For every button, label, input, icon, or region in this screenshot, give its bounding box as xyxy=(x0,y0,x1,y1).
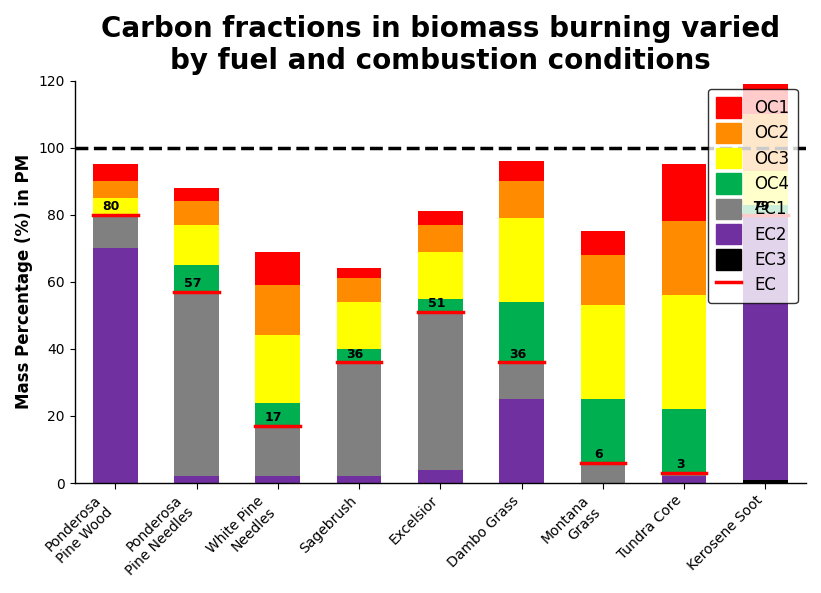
Bar xyxy=(93,198,138,215)
Bar xyxy=(174,265,219,292)
Text: 36: 36 xyxy=(509,347,526,361)
Bar xyxy=(255,251,300,285)
Y-axis label: Mass Percentage (%) in PM: Mass Percentage (%) in PM xyxy=(15,154,33,409)
Bar xyxy=(499,302,544,362)
Bar xyxy=(337,362,382,476)
Bar xyxy=(743,480,787,483)
Bar xyxy=(499,161,544,181)
Bar xyxy=(580,399,626,463)
Bar xyxy=(418,312,463,470)
Bar xyxy=(255,476,300,483)
Bar xyxy=(743,171,787,205)
Bar xyxy=(743,215,787,480)
Bar xyxy=(174,188,219,201)
Bar xyxy=(337,349,382,362)
Bar xyxy=(662,221,706,295)
Bar xyxy=(580,463,626,483)
Bar xyxy=(580,255,626,305)
Bar xyxy=(93,248,138,483)
Bar xyxy=(255,336,300,403)
Bar xyxy=(174,476,219,483)
Bar xyxy=(662,295,706,409)
Bar xyxy=(662,473,706,476)
Bar xyxy=(93,215,138,248)
Bar xyxy=(93,164,138,181)
Bar xyxy=(174,292,219,476)
Bar xyxy=(418,211,463,225)
Bar xyxy=(580,305,626,399)
Text: 3: 3 xyxy=(676,458,685,471)
Bar xyxy=(418,298,463,312)
Bar xyxy=(337,476,382,483)
Text: 36: 36 xyxy=(346,347,364,361)
Bar xyxy=(418,470,463,483)
Bar xyxy=(499,362,544,399)
Bar xyxy=(337,269,382,279)
Bar xyxy=(255,285,300,336)
Text: 57: 57 xyxy=(184,277,201,290)
Legend: OC1, OC2, OC3, OC4, EC1, EC2, EC3, EC: OC1, OC2, OC3, OC4, EC1, EC2, EC3, EC xyxy=(708,89,798,303)
Bar xyxy=(743,205,787,215)
Bar xyxy=(743,114,787,171)
Bar xyxy=(499,181,544,218)
Bar xyxy=(499,399,544,483)
Text: 6: 6 xyxy=(594,448,603,461)
Bar xyxy=(743,84,787,114)
Bar xyxy=(662,476,706,483)
Bar xyxy=(174,201,219,225)
Bar xyxy=(255,426,300,476)
Bar xyxy=(418,225,463,251)
Bar xyxy=(93,181,138,198)
Text: 80: 80 xyxy=(103,200,120,213)
Bar xyxy=(662,409,706,473)
Bar xyxy=(337,279,382,302)
Text: 79: 79 xyxy=(753,200,770,213)
Text: 17: 17 xyxy=(265,412,282,425)
Title: Carbon fractions in biomass burning varied
by fuel and combustion conditions: Carbon fractions in biomass burning vari… xyxy=(101,15,780,75)
Bar xyxy=(174,225,219,265)
Bar xyxy=(337,302,382,349)
Bar xyxy=(662,164,706,221)
Bar xyxy=(580,231,626,255)
Text: 51: 51 xyxy=(428,297,445,310)
Bar xyxy=(255,403,300,426)
Bar xyxy=(418,251,463,298)
Bar xyxy=(499,218,544,302)
